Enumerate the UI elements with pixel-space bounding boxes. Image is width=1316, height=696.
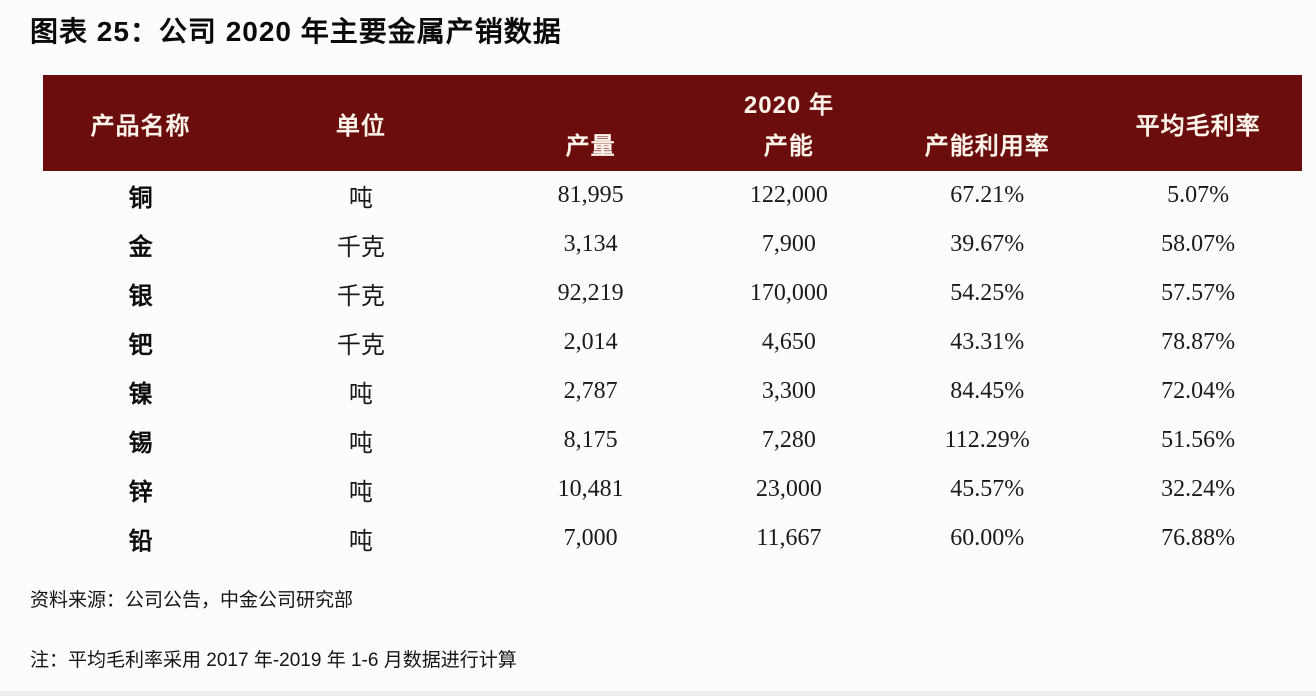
cell-output: 81,995 (557, 182, 624, 208)
cell-margin: 5.07% (1167, 182, 1230, 208)
figure-title: 图表 25：公司 2020 年主要金属产销数据 (30, 16, 562, 47)
cell-unit: 吨 (348, 382, 373, 408)
cell-utilization: 39.67% (950, 231, 1025, 257)
cell-product: 钯 (128, 332, 153, 359)
cell-unit: 千克 (336, 333, 385, 359)
cell-capacity: 4,650 (761, 329, 816, 355)
table-row: 金 千克 3,134 7,900 39.67% 58.07% (43, 220, 1302, 269)
cell-utilization: 67.21% (950, 182, 1025, 208)
cell-capacity: 7,280 (761, 427, 816, 453)
cell-utilization: 84.45% (950, 378, 1025, 404)
table-header: 产品名称 单位 2020 年 平均毛利率 产量 产能 产能利用率 (43, 75, 1302, 171)
cell-margin: 58.07% (1161, 231, 1236, 257)
cell-capacity: 3,300 (761, 378, 816, 404)
cell-utilization: 112.29% (944, 427, 1030, 453)
cell-unit: 千克 (336, 284, 385, 310)
table-body: 铜吨 81,995 122,000 67.21% 5.07% 金千克 3,134 7,900 3… (43, 171, 1302, 563)
cell-product: 锡 (128, 430, 153, 457)
cell-product: 锌 (128, 479, 153, 506)
cell-output: 7,000 (563, 525, 618, 551)
cell-margin: 57.57% (1161, 280, 1236, 306)
calculation-note: 注：平均毛利率采用 2017 年-2019 年 1-6 月数据进行计算 (30, 650, 517, 671)
cell-margin: 51.56% (1161, 427, 1236, 453)
cell-unit: 吨 (348, 186, 373, 212)
cell-utilization: 54.25% (950, 280, 1025, 306)
cell-margin: 72.04% (1161, 378, 1236, 404)
bottom-strip (0, 691, 1316, 696)
table-row: 银 千克 92,219 170,000 54.25% 57.57% (43, 269, 1302, 318)
metals-production-table: 产品名称 单位 2020 年 平均毛利率 产量 产能 产能利用率 铜吨 81,99… (43, 75, 1302, 563)
table-row: 铜 吨 81,995 122,000 67.21% 5.07% (43, 171, 1302, 220)
col-header-margin: 平均毛利率 (1094, 75, 1302, 171)
cell-utilization: 45.57% (950, 476, 1025, 502)
cell-output: 2,787 (563, 378, 618, 404)
cell-unit: 吨 (348, 529, 373, 555)
table-row: 镍 吨 2,787 3,300 84.45% 72.04% (43, 367, 1302, 416)
cell-product: 金 (128, 234, 153, 261)
cell-utilization: 43.31% (950, 329, 1025, 355)
cell-product: 银 (128, 283, 153, 310)
table-row: 锡 吨 8,175 7,280 112.29% 51.56% (43, 416, 1302, 465)
col-header-capacity: 产能 (697, 123, 881, 171)
cell-capacity: 23,000 (755, 476, 822, 502)
col-group-2020: 2020 年 (483, 75, 1095, 123)
cell-margin: 32.24% (1161, 476, 1236, 502)
cell-product: 镍 (128, 381, 153, 408)
table-row: 钯 千克 2,014 4,650 43.31% 78.87% (43, 318, 1302, 367)
col-header-product: 产品名称 (43, 75, 239, 171)
cell-output: 3,134 (563, 231, 618, 257)
table-header-row-top: 产品名称 单位 2020 年 平均毛利率 (43, 75, 1302, 171)
cell-output: 92,219 (557, 280, 624, 306)
cell-product: 铜 (128, 185, 153, 212)
cell-product: 铅 (128, 528, 153, 555)
col-header-unit: 单位 (238, 75, 484, 171)
cell-capacity: 11,667 (756, 525, 822, 551)
table-row: 锌 吨 10,481 23,000 45.57% 32.24% (43, 465, 1302, 514)
col-header-output: 产量 (483, 123, 698, 171)
cell-output: 8,175 (563, 427, 618, 453)
cell-margin: 76.88% (1161, 525, 1236, 551)
cell-unit: 吨 (348, 480, 373, 506)
cell-margin: 78.87% (1161, 329, 1236, 355)
table-row: 铅 吨 7,000 11,667 60.00% 76.88% (43, 514, 1302, 563)
col-header-utilization: 产能利用率 (880, 123, 1095, 171)
cell-capacity: 170,000 (749, 280, 828, 306)
cell-unit: 吨 (348, 431, 373, 457)
cell-capacity: 7,900 (761, 231, 816, 257)
cell-utilization: 60.00% (950, 525, 1025, 551)
source-note: 资料来源：公司公告，中金公司研究部 (30, 590, 354, 611)
cell-output: 2,014 (563, 329, 618, 355)
cell-capacity: 122,000 (749, 182, 828, 208)
cell-unit: 千克 (336, 235, 385, 261)
table-header-row-sub: 产量 产能 产能利用率 (43, 123, 1302, 171)
cell-output: 10,481 (557, 476, 624, 502)
